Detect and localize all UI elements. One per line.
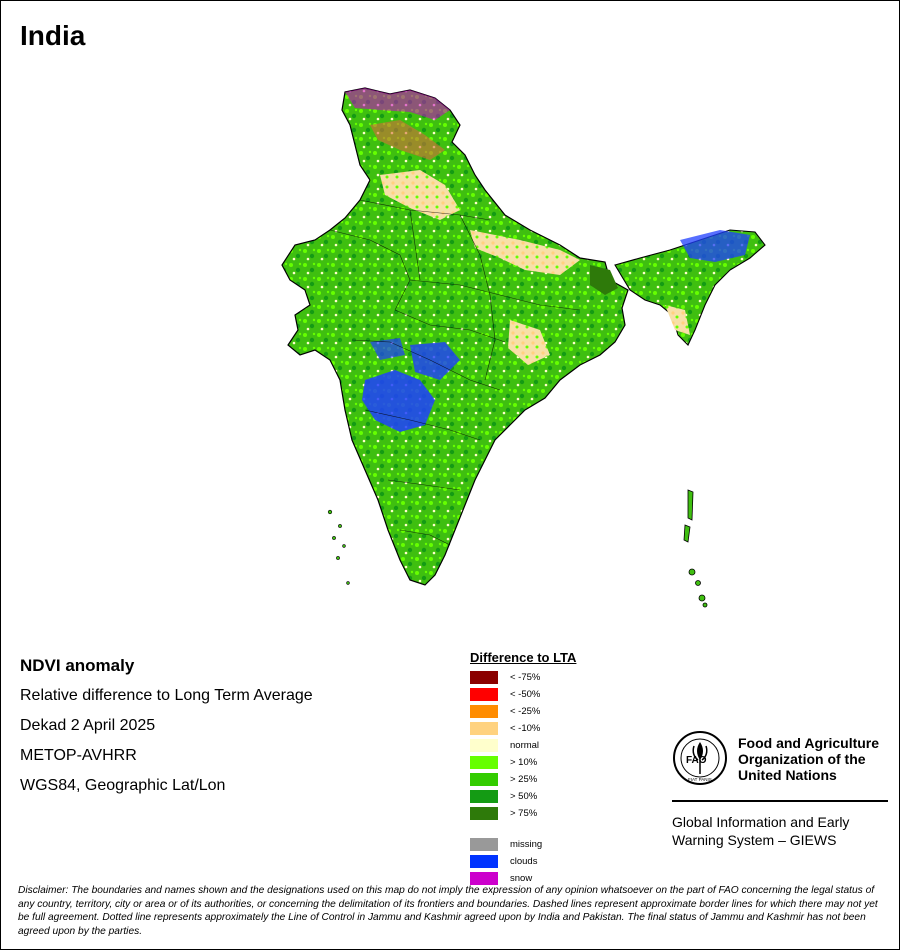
- legend-swatch: [470, 671, 498, 684]
- legend-label: > 50%: [510, 791, 538, 802]
- svg-text:FAO: FAO: [686, 755, 707, 766]
- legend: Difference to LTA < -75% < -50% < -25% <…: [470, 650, 576, 887]
- cloud-region-deccan: [362, 370, 435, 432]
- legend-item: > 75%: [470, 805, 576, 822]
- legend-item: > 50%: [470, 788, 576, 805]
- legend-swatch: [470, 688, 498, 701]
- fao-logo-icon: FAO FIAT PANIS: [673, 731, 727, 785]
- cloud-region-west: [370, 338, 405, 360]
- legend-item: normal: [470, 737, 576, 754]
- fao-name: Food and Agriculture Organization of the…: [738, 735, 879, 783]
- legend-label: snow: [510, 873, 533, 884]
- cloud-region-central: [410, 342, 460, 380]
- state-boundaries: [329, 199, 581, 546]
- andaman-nicobar-islands: [683, 489, 708, 608]
- legend-item: clouds: [470, 853, 576, 870]
- west-bengal-delta: [590, 265, 618, 295]
- info-subtitle: Relative difference to Long Term Average: [20, 687, 313, 704]
- fao-name-line1: Food and Agriculture: [738, 735, 880, 751]
- legend-label: clouds: [510, 856, 538, 867]
- country-title: India: [20, 20, 86, 51]
- mainland-india: [281, 87, 629, 586]
- legend-swatch: [470, 756, 498, 769]
- cloud-region-northeast: [680, 230, 750, 262]
- giews-label: Global Information and Early Warning Sys…: [672, 813, 849, 849]
- info-sensor: METOP-AVHRR: [20, 747, 137, 764]
- legend-item: snow: [470, 870, 576, 887]
- legend-title: Difference to LTA: [470, 650, 577, 665]
- legend-label: < -50%: [510, 689, 541, 700]
- giews-line2: Warning System – GIEWS: [672, 832, 837, 848]
- legend-swatch: [470, 807, 498, 820]
- legend-label: > 10%: [510, 757, 538, 768]
- svg-text:FIAT PANIS: FIAT PANIS: [688, 777, 712, 782]
- legend-label: < -10%: [510, 723, 541, 734]
- legend-swatch: [470, 705, 498, 718]
- giews-line1: Global Information and Early: [672, 814, 850, 830]
- legend-item: < -10%: [470, 720, 576, 737]
- snow-region-kashmir: [345, 88, 450, 120]
- fao-name-line3: United Nations: [738, 767, 837, 783]
- legend-label: < -75%: [510, 672, 541, 683]
- legend-item: > 25%: [470, 771, 576, 788]
- legend-swatch: [470, 739, 498, 752]
- legend-swatch: [470, 855, 498, 868]
- lakshadweep-islands: [327, 509, 350, 585]
- legend-label: > 25%: [510, 774, 538, 785]
- map-info: NDVI anomaly Relative difference to Long…: [20, 655, 313, 805]
- legend-swatch: [470, 773, 498, 786]
- legend-label: missing: [510, 839, 543, 850]
- legend-swatch: [470, 872, 498, 885]
- legend-item: < -25%: [470, 703, 576, 720]
- dry-red-patches-north: [370, 120, 445, 160]
- legend-item: < -50%: [470, 686, 576, 703]
- ndvi-map: [260, 80, 780, 620]
- dry-region-north: [380, 170, 460, 220]
- disclaimer-text: Disclaimer: The boundaries and names sho…: [18, 885, 878, 937]
- info-period: Dekad 2 April 2025: [20, 717, 156, 734]
- legend-swatch: [470, 838, 498, 851]
- legend-swatch: [470, 722, 498, 735]
- fao-name-line2: Organization of the: [738, 751, 866, 767]
- legend-item: > 10%: [470, 754, 576, 771]
- dry-region-gangetic: [470, 230, 580, 275]
- legend-label: < -25%: [510, 706, 541, 717]
- legend-label: normal: [510, 740, 540, 751]
- legend-label: > 75%: [510, 808, 538, 819]
- info-projection: WGS84, Geographic Lat/Lon: [20, 777, 226, 794]
- india-map-svg: [281, 87, 766, 608]
- legend-item: < -75%: [470, 669, 576, 686]
- dry-region-northeast: [665, 305, 690, 335]
- fao-divider: [672, 800, 888, 802]
- info-title: NDVI anomaly: [20, 656, 135, 675]
- legend-item: missing: [470, 836, 576, 853]
- dry-region-central: [508, 320, 550, 365]
- legend-swatch: [470, 790, 498, 803]
